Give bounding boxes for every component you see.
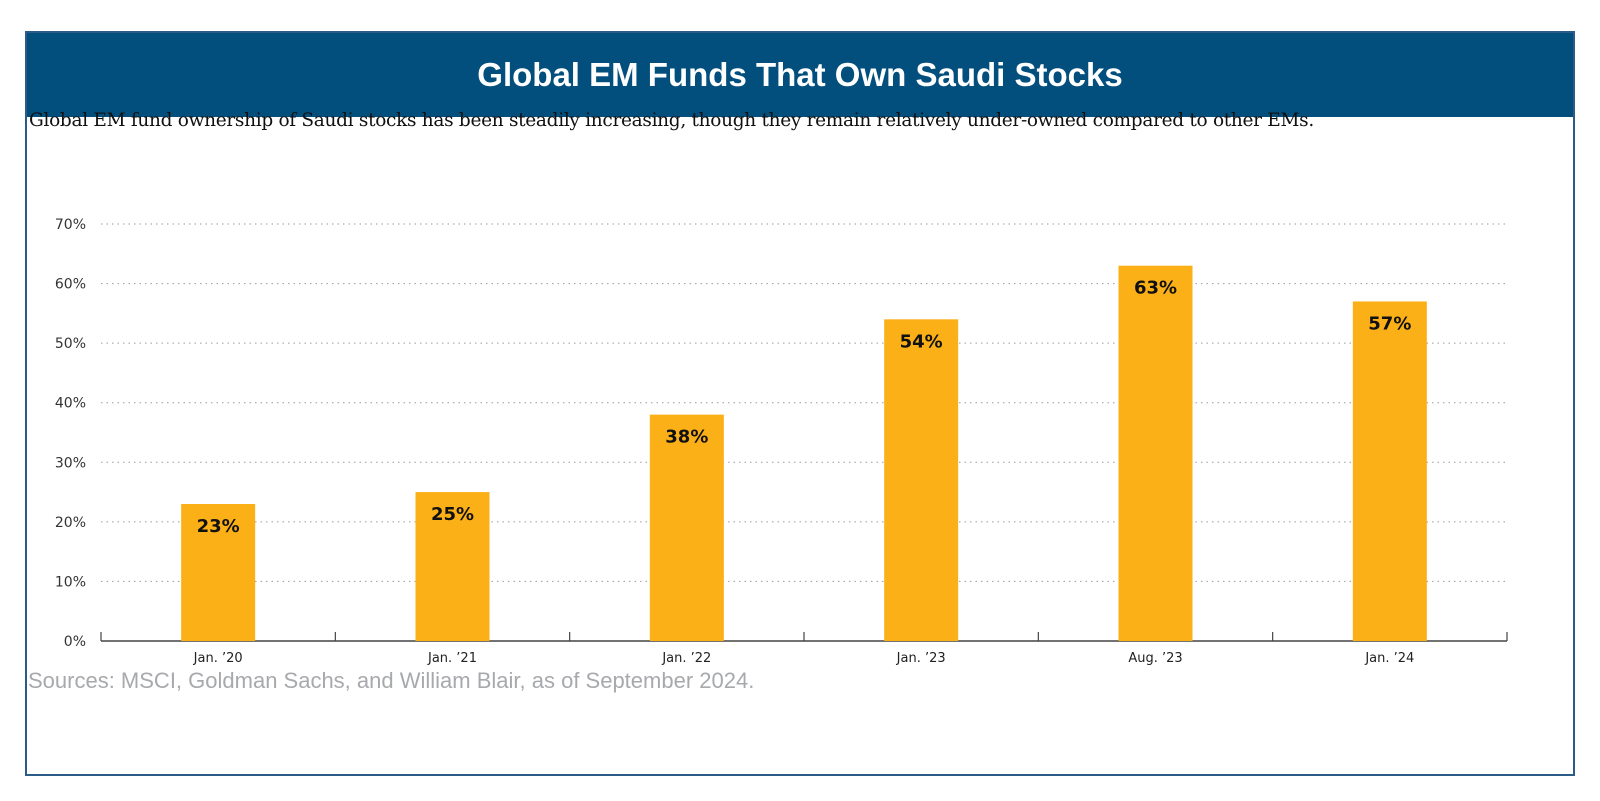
y-tick-label: 50%	[55, 336, 86, 352]
y-axis-ticks: 0% 10% 20% 30% 40% 50% 60% 70%	[55, 217, 86, 650]
x-axis-labels: Jan. ’20 Jan. ’21 Jan. ’22 Jan. ’23 Aug. ’23…	[193, 651, 1415, 666]
y-tick-label: 60%	[55, 277, 86, 293]
y-tick-label: 30%	[55, 455, 86, 471]
x-tick-label: Aug. ’23	[1128, 651, 1182, 666]
x-tick-label: Jan. ’20	[193, 651, 243, 666]
data-labels: 23% 25% 38% 54% 63% 57%	[197, 278, 1412, 537]
x-tick-label: Jan. ’22	[661, 651, 711, 666]
bar	[415, 492, 490, 641]
chart-subtitle: Global EM fund ownership of Saudi stocks…	[29, 110, 1314, 131]
bars	[181, 265, 1427, 641]
bar	[1352, 301, 1427, 641]
bar	[649, 414, 724, 641]
y-tick-label: 70%	[55, 217, 86, 233]
bar	[181, 503, 256, 641]
x-tick-label: Jan. ’21	[427, 651, 477, 666]
y-tick-label: 40%	[55, 396, 86, 412]
data-label: 23%	[197, 516, 240, 537]
header-banner: Global EM Funds That Own Saudi Stocks	[27, 33, 1573, 117]
bar	[1118, 265, 1193, 641]
bar	[884, 319, 959, 641]
y-tick-label: 10%	[55, 574, 86, 590]
data-label: 63%	[1134, 278, 1177, 299]
y-tick-label: 20%	[55, 515, 86, 531]
x-axis	[100, 632, 1508, 642]
data-label: 57%	[1368, 313, 1411, 334]
x-tick-label: Jan. ’23	[896, 651, 946, 666]
source-note: Sources: MSCI, Goldman Sachs, and Willia…	[28, 668, 755, 693]
chart-title: Global EM Funds That Own Saudi Stocks	[477, 56, 1123, 93]
y-tick-label: 0%	[64, 634, 86, 650]
chart-frame: Global EM Funds That Own Saudi Stocks	[25, 31, 1575, 776]
gridlines	[101, 223, 1507, 582]
data-label: 54%	[900, 331, 943, 352]
x-tick-label: Jan. ’24	[1364, 651, 1414, 666]
data-label: 38%	[665, 427, 708, 448]
data-label: 25%	[431, 504, 474, 525]
